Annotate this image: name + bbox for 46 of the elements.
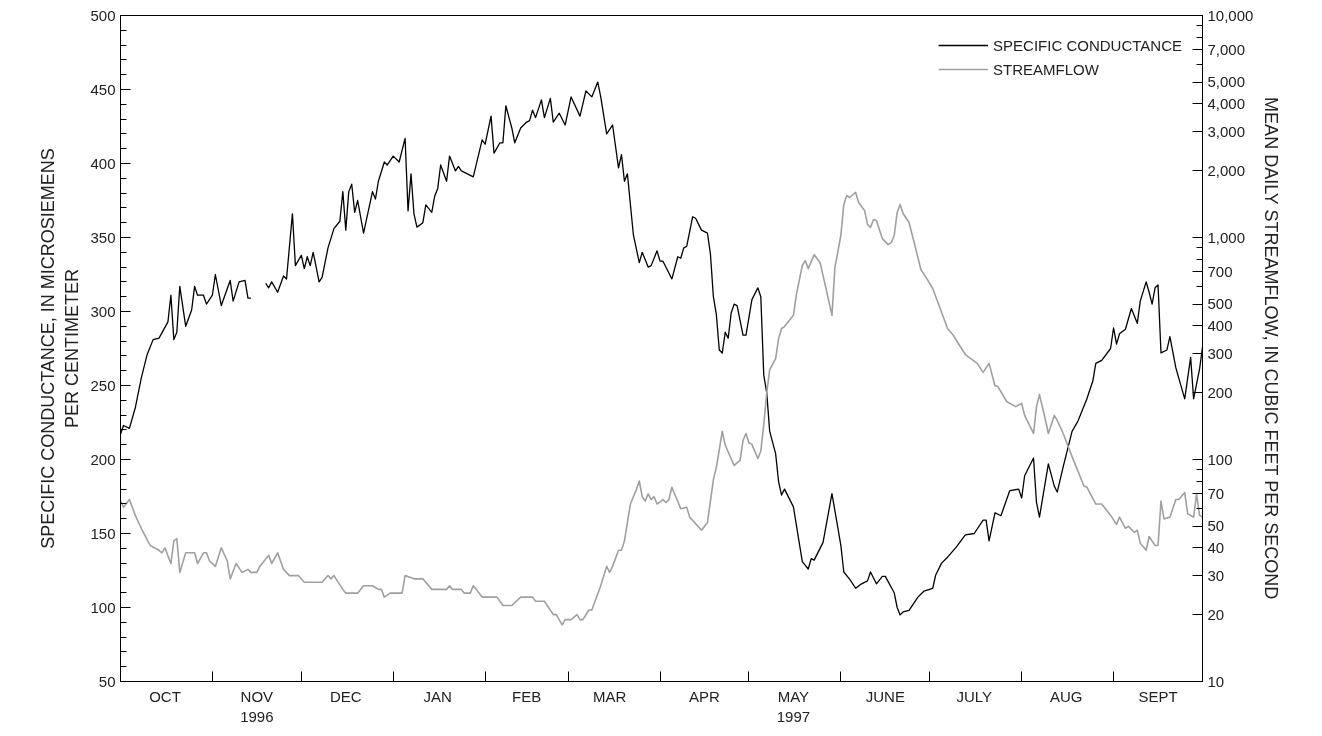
y-tick-label: 450 — [90, 80, 116, 98]
y2-tick-label: 30 — [1207, 566, 1225, 584]
y2-tick-label: 300 — [1207, 344, 1233, 362]
x-tick-label: MAR — [592, 687, 627, 705]
legend-label: SPECIFIC CONDUCTANCE — [993, 36, 1182, 54]
y2-tick-label: 7,000 — [1207, 40, 1246, 58]
y2-tick-label: 2,000 — [1207, 161, 1246, 179]
x-tick-label: SEPT — [1138, 687, 1178, 705]
y2-tick-label: 1,000 — [1207, 228, 1246, 246]
y2-tick-label: 4,000 — [1207, 94, 1246, 112]
y2-tick-label: 400 — [1207, 316, 1233, 334]
x-tick-label: DEC — [329, 687, 362, 705]
x-tick-label: JAN — [423, 687, 452, 705]
y2-tick-label: 3,000 — [1207, 122, 1246, 140]
y2-tick-label: 5,000 — [1207, 73, 1246, 91]
y2-tick-label: 20 — [1207, 605, 1225, 623]
x-tick-label: JUNE — [865, 687, 905, 705]
y-tick-label: 200 — [90, 450, 116, 468]
x-tick-label: NOV 1996 — [240, 687, 274, 725]
x-tick-label: JULY — [956, 687, 993, 705]
x-tick-label: OCT — [149, 687, 181, 705]
legend-label: STREAMFLOW — [993, 60, 1099, 78]
y2-tick-label: 10 — [1207, 672, 1225, 690]
x-tick-label: FEB — [512, 687, 542, 705]
y-tick-label: 350 — [90, 228, 116, 246]
y-tick-label: 150 — [90, 524, 116, 542]
y2-tick-label: 700 — [1207, 262, 1233, 280]
y-axis-title: SPECIFIC CONDUCTANCE, IN MICROSIEMENS PER CENTIMETER — [38, 148, 83, 549]
y-tick-label: 300 — [90, 302, 116, 320]
y2-tick-label: 40 — [1207, 538, 1225, 556]
y2-tick-label: 10,000 — [1207, 6, 1254, 24]
y-tick-label: 50 — [98, 672, 116, 690]
y2-tick-label: 100 — [1207, 450, 1233, 468]
line-series — [120, 191, 1203, 626]
y-tick-label: 400 — [90, 154, 116, 172]
y2-tick-label: 70 — [1207, 484, 1225, 502]
y-tick-label: 500 — [90, 6, 116, 24]
x-tick-label: AUG — [1049, 687, 1083, 705]
y2-tick-label: 500 — [1207, 295, 1233, 313]
y2-tick-label: 50 — [1207, 517, 1225, 535]
y-tick-label: 100 — [90, 598, 116, 616]
y2-tick-label: 200 — [1207, 383, 1233, 401]
y2-axis-title: MEAN DAILY STREAMFLOW, IN CUBIC FEET PER SECOND — [1261, 97, 1282, 600]
y-tick-label: 250 — [90, 376, 116, 394]
x-tick-label: APR — [689, 687, 721, 705]
x-tick-label: MAY 1997 — [776, 687, 811, 725]
